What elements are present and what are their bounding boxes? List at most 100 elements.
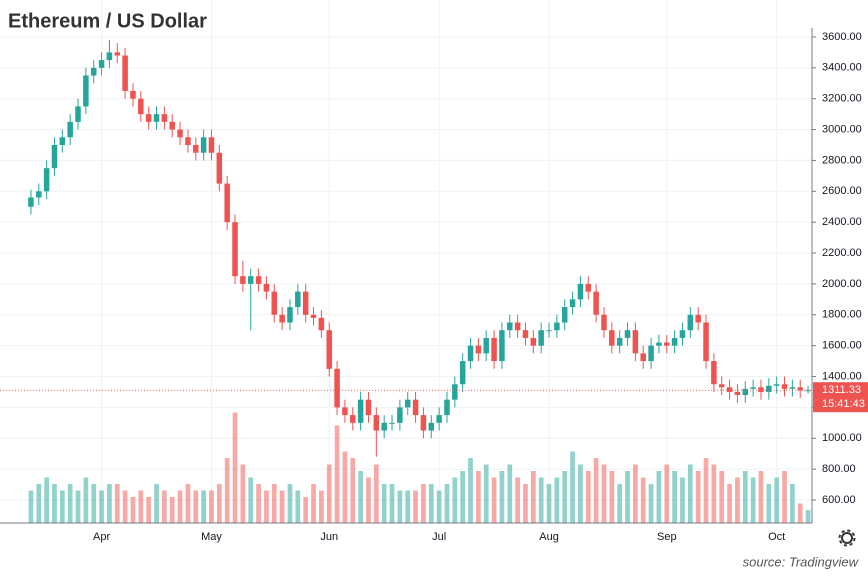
candle-body	[781, 384, 788, 389]
grid	[0, 0, 812, 523]
volume-bar	[554, 477, 560, 523]
y-tick-label: 600.00	[822, 494, 856, 506]
volume-bar	[546, 484, 552, 523]
candle-body	[522, 330, 529, 338]
candle-body	[255, 276, 262, 284]
candle-body	[459, 361, 466, 385]
volume-bar	[279, 490, 285, 523]
volume-bar	[44, 477, 49, 523]
candle-body	[711, 361, 717, 385]
volume-bar	[515, 477, 520, 523]
volume-bar	[703, 458, 709, 523]
candle-body	[412, 399, 419, 416]
candle-body	[593, 291, 599, 315]
volume-bar	[633, 464, 638, 523]
volume-bar	[138, 490, 144, 523]
candle-body	[98, 60, 105, 68]
volume-bar	[271, 484, 277, 523]
volume-bar	[389, 484, 395, 523]
candle-body	[695, 314, 701, 323]
volume-bar	[507, 464, 513, 523]
volume-bar	[680, 477, 685, 523]
candle-body	[240, 276, 246, 284]
volume-bar	[476, 471, 481, 523]
candle-body	[247, 276, 254, 284]
volume-bar	[672, 471, 677, 523]
volume-bar	[782, 471, 787, 523]
volume-bar	[99, 490, 104, 523]
volume-bar	[530, 471, 536, 523]
candle-body	[310, 314, 317, 318]
x-tick-label: Jul	[432, 531, 446, 543]
volume-bar	[216, 484, 222, 523]
candle-body	[381, 422, 387, 431]
candle-body	[389, 422, 395, 424]
volume-bar	[593, 458, 599, 523]
volume-bar	[695, 471, 701, 523]
y-tick-label: 1400.00	[822, 370, 862, 382]
chart-title: Ethereum / US Dollar	[8, 10, 207, 32]
candle-body	[43, 168, 50, 192]
volume-bar	[146, 497, 152, 523]
candle-body	[742, 388, 749, 396]
candle-body	[483, 337, 489, 354]
candle-body	[758, 387, 764, 392]
candle-body	[766, 385, 772, 392]
volume-bar	[169, 497, 175, 523]
volume-bar	[397, 490, 403, 523]
x-tick-label: Jun	[320, 531, 338, 543]
candle-body	[130, 90, 136, 99]
volume-bar	[766, 484, 772, 523]
candle-body	[718, 384, 725, 388]
candle-body	[726, 387, 733, 392]
candle-body	[106, 52, 113, 61]
candle-body	[350, 415, 356, 423]
volume-bar	[256, 484, 261, 523]
candle-body	[83, 75, 89, 107]
volume-bar	[177, 490, 183, 523]
candle-body	[224, 183, 230, 223]
volume-bar	[758, 471, 764, 523]
volume-bar	[444, 484, 450, 523]
volume-bar	[334, 425, 340, 523]
volume-bar	[366, 477, 371, 523]
candle-body	[507, 322, 513, 331]
candle-body	[302, 291, 309, 315]
volume-bar	[114, 484, 120, 523]
volume-bar	[570, 451, 575, 523]
volume-bar	[735, 477, 740, 523]
candle-body	[153, 114, 160, 122]
volume-bar	[28, 490, 34, 523]
candle-body	[561, 307, 568, 323]
candle-body	[797, 387, 803, 391]
candle-body	[679, 330, 686, 338]
candle-body	[467, 345, 474, 362]
candle-body	[279, 314, 285, 323]
volume-bar	[201, 490, 206, 523]
volume-bar	[617, 484, 623, 523]
volume-bar	[350, 458, 356, 523]
candle-body	[428, 422, 435, 431]
volume-bar	[742, 471, 748, 523]
candle-body	[138, 98, 144, 115]
candle-body	[397, 407, 403, 423]
volume-bar	[240, 464, 246, 523]
candle-body	[805, 390, 811, 392]
volume-bar	[83, 477, 89, 523]
volume-bar	[185, 484, 191, 523]
volume-bar	[107, 484, 112, 523]
candle-body	[750, 387, 756, 389]
last-price-label: 1311.33	[822, 384, 861, 396]
volume-bar	[91, 484, 97, 523]
source: source: Tradingview	[743, 554, 860, 569]
candle-body	[546, 330, 552, 332]
candle-body	[554, 322, 560, 331]
volume-bar	[421, 484, 426, 523]
volume-bar	[452, 477, 458, 523]
candle-body	[664, 342, 670, 346]
axis: 600.00800.001000.001200.001400.001600.00…	[0, 31, 868, 543]
settings-icon[interactable]	[838, 529, 856, 547]
candle-body	[632, 330, 639, 354]
